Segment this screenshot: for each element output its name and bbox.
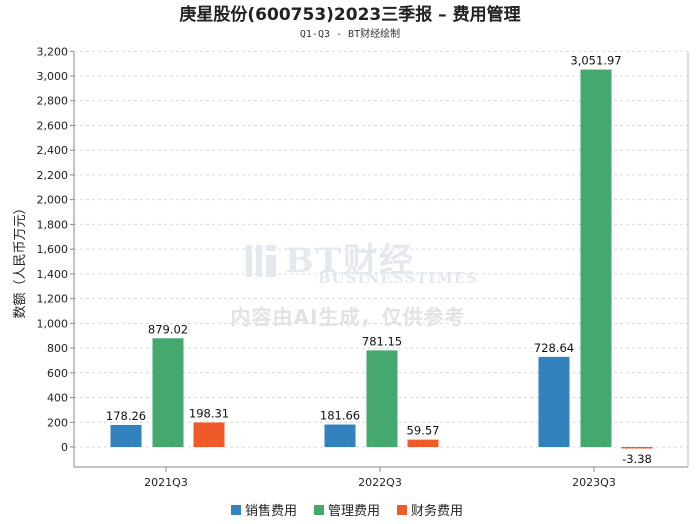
y-tick-label: 2,200 [37, 169, 69, 182]
x-tick-label: 2021Q3 [144, 476, 188, 489]
y-tick-label: 3,000 [37, 70, 69, 83]
chart-subtitle: Q1-Q3 - BT财经绘制 [300, 27, 400, 40]
legend-swatch [231, 505, 241, 515]
watermark-logo-icon [246, 245, 276, 277]
y-tick-label: 1,600 [37, 243, 69, 256]
bar-管理费用-2022Q3 [366, 350, 398, 447]
legend-swatch [314, 505, 324, 515]
watermark: BT财经 BUSINESSTIMES 内容由AI生成，仅供参考 [231, 241, 478, 329]
watermark-brand: BT财经 [285, 241, 415, 281]
y-axis-ticks: 0 200 400 600 800 1,000 1,200 1,400 1,600 1,800 2,… [37, 45, 74, 454]
legend: 销售费用 管理费用 财务费用 [231, 503, 463, 519]
y-tick-label: 800 [47, 342, 68, 355]
x-tick-label: 2022Q3 [358, 476, 402, 489]
bar-管理费用-2023Q3 [580, 69, 612, 447]
watermark-note: 内容由AI生成，仅供参考 [231, 305, 466, 329]
legend-item: 销售费用 [231, 503, 297, 519]
y-tick-label: 2,000 [37, 194, 69, 207]
legend-swatch [397, 505, 407, 515]
chart-title: 庚星股份(600753)2023三季报 – 费用管理 [179, 4, 520, 25]
legend-label: 财务费用 [411, 503, 463, 519]
data-label: 178.26 [106, 409, 146, 423]
y-tick-label: 2,800 [37, 95, 69, 108]
y-tick-label: 400 [47, 392, 68, 405]
legend-item: 财务费用 [397, 503, 463, 519]
y-tick-label: 600 [47, 367, 68, 380]
data-label: 781.15 [362, 334, 402, 348]
data-label: 198.31 [189, 406, 229, 420]
y-axis-label: 数额（人民币万元） [13, 201, 28, 318]
data-label: 181.66 [320, 409, 360, 423]
y-tick-label: 200 [47, 416, 68, 429]
bar-财务费用-2023Q3 [621, 447, 653, 449]
x-axis-ticks: 2021Q3 2022Q3 2023Q3 [144, 467, 616, 489]
data-labels: 178.26 879.02 198.31 181.66 781.15 59.57 728.6… [106, 54, 652, 466]
y-tick-label: 1,800 [37, 218, 69, 231]
y-tick-label: 1,000 [37, 317, 69, 330]
bar-销售费用-2021Q3 [110, 424, 142, 447]
y-tick-label: 2,400 [37, 144, 69, 157]
y-tick-label: 1,200 [37, 293, 69, 306]
watermark-brand-en: BUSINESSTIMES [318, 269, 478, 287]
bar-财务费用-2022Q3 [407, 439, 439, 447]
bar-销售费用-2023Q3 [538, 356, 570, 447]
data-label: 728.64 [534, 341, 574, 355]
bars [110, 69, 653, 449]
bar-销售费用-2022Q3 [324, 424, 356, 447]
x-tick-label: 2023Q3 [572, 476, 616, 489]
y-tick-label: 2,600 [37, 119, 69, 132]
data-label: 59.57 [407, 424, 440, 438]
legend-label: 销售费用 [245, 503, 297, 519]
data-label: 3,051.97 [570, 54, 621, 68]
legend-item: 管理费用 [314, 504, 380, 519]
data-label: 879.02 [148, 322, 188, 336]
data-label: -3.38 [622, 452, 652, 466]
y-tick-label: 3,200 [37, 45, 69, 58]
y-tick-label: 0 [61, 441, 68, 454]
y-tick-label: 1,400 [37, 268, 69, 281]
bar-管理费用-2021Q3 [152, 338, 184, 447]
bar-财务费用-2021Q3 [193, 422, 225, 447]
legend-label: 管理费用 [328, 504, 380, 519]
